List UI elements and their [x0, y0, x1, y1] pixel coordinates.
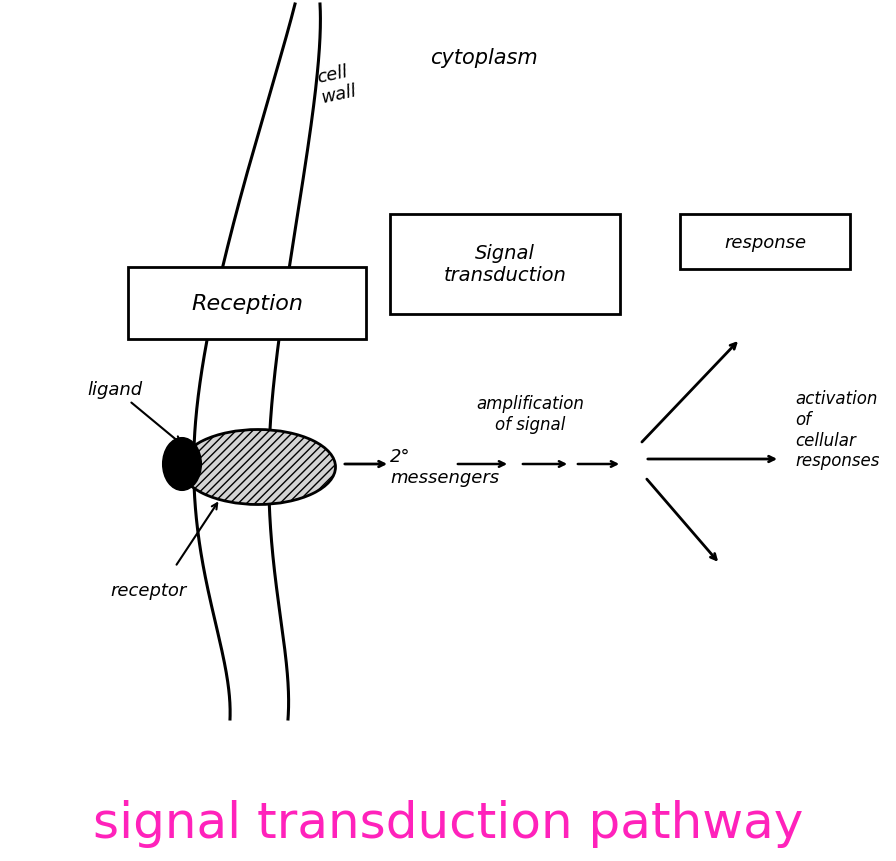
Bar	[680, 214, 850, 269]
Text: Reception: Reception	[191, 294, 303, 313]
Bar	[390, 214, 620, 314]
Bar	[128, 268, 366, 339]
Ellipse shape	[180, 430, 335, 505]
Text: activation
of
cellular
responses: activation of cellular responses	[795, 389, 879, 470]
Text: cytoplasm: cytoplasm	[430, 48, 538, 68]
Text: ligand: ligand	[88, 381, 181, 444]
Ellipse shape	[163, 438, 201, 491]
Text: response: response	[724, 233, 806, 251]
Text: amplification
of signal: amplification of signal	[476, 394, 584, 433]
Text: receptor: receptor	[110, 581, 186, 599]
Text: signal transduction pathway: signal transduction pathway	[93, 799, 803, 847]
Text: Signal
transduction: Signal transduction	[444, 245, 566, 285]
Text: cell
wall: cell wall	[315, 62, 358, 108]
Text: 2°
messengers: 2° messengers	[390, 448, 499, 486]
